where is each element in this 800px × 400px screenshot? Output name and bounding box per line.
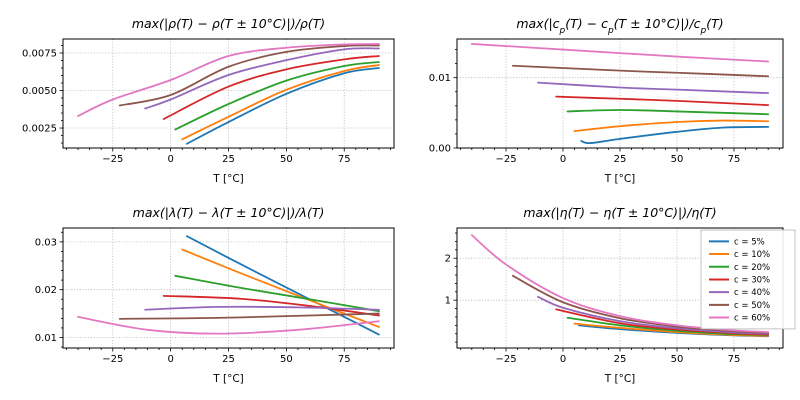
series-line-c60: [77, 316, 380, 335]
series-line-c60: [77, 43, 380, 117]
x-tick-label: 75: [338, 154, 351, 165]
series-line-c5: [185, 67, 380, 145]
legend-label: c = 10%: [734, 250, 770, 260]
subplot-title: max(|η(T) − η(T ± 10°C)|)/η(T): [523, 205, 716, 220]
series-line-c40: [144, 305, 380, 311]
legend-label: c = 60%: [734, 314, 770, 324]
legend-label: c = 40%: [734, 288, 770, 298]
legend-label: c = 50%: [734, 301, 770, 311]
subplot-title: max(|cp(T) − cp(T ± 10°C)|)/cp(T): [516, 16, 723, 36]
series-line-c50: [511, 64, 770, 78]
series-line-c5: [185, 235, 380, 336]
x-tick-label: 25: [222, 354, 235, 365]
x-tick-label: −25: [495, 154, 516, 165]
y-tick-label: 0.0050: [22, 86, 57, 97]
series-line-c30: [162, 294, 380, 317]
legend-label: c = 30%: [734, 275, 770, 285]
x-tick-label: 25: [614, 354, 627, 365]
subplot-rho: −25 0 25 50 75 0.0025 0.0050 0.0075 max(|ρ(T) − …: [22, 16, 395, 185]
x-tick-label: 75: [728, 354, 741, 365]
x-tick-label: 25: [222, 154, 235, 165]
x-tick-label: 75: [728, 154, 741, 165]
series-line-c60: [470, 234, 770, 333]
subplot-cp: −25 0 25 50 75 0.00 0.01 max(|cp(T) − cp(T ± 10…: [429, 16, 784, 185]
y-tick-label: 0.03: [35, 237, 57, 248]
y-tick-label: 0.0025: [22, 123, 57, 134]
x-tick-label: 0: [560, 154, 566, 165]
subplot-title: max(|λ(T) − λ(T ± 10°C)|)/λ(T): [133, 205, 325, 220]
series-line-c20: [566, 109, 770, 116]
x-tick-label: 75: [338, 354, 351, 365]
x-tick-label: −25: [102, 154, 123, 165]
x-tick-label: −25: [102, 354, 123, 365]
y-tick-label: 0.01: [429, 73, 451, 84]
series-line-c20: [174, 61, 380, 131]
x-tick-label: 50: [671, 154, 684, 165]
x-tick-label: 50: [280, 354, 293, 365]
legend-label: c = 5%: [734, 237, 765, 247]
x-tick-label: 25: [614, 154, 627, 165]
subplot-eta: −25 0 25 50 75 1 2 max(|η(T) − η(T ± 10°C)|)/η(…: [445, 205, 796, 385]
legend: c = 5% c = 10% c = 20% c = 30% c = 40% c = 50…: [700, 229, 796, 330]
x-axis-label: T [°C]: [212, 373, 244, 385]
x-axis-label: T [°C]: [604, 373, 636, 385]
subplot-lambda: −25 0 25 50 75 0.01 0.02 0.03 max(|λ(T) − λ(T ± …: [35, 205, 395, 385]
x-tick-label: 0: [167, 354, 173, 365]
series-line-c40: [537, 295, 770, 335]
series-line-c30: [162, 55, 380, 120]
subplot-title: max(|ρ(T) − ρ(T ± 10°C)|)/ρ(T): [132, 16, 325, 31]
series-line-c60: [470, 43, 770, 63]
y-tick-label: 0.0075: [22, 48, 57, 59]
plot-frame: [456, 38, 784, 149]
y-tick-label: 0.02: [35, 285, 57, 296]
x-axis-label: T [°C]: [212, 173, 244, 185]
x-axis-label: T [°C]: [604, 173, 636, 185]
series-line-c10: [573, 119, 770, 133]
x-tick-label: 0: [167, 154, 173, 165]
series-line-c20: [174, 274, 380, 313]
series-line-c50: [118, 312, 380, 320]
x-tick-label: 50: [671, 354, 684, 365]
x-tick-label: 0: [560, 354, 566, 365]
y-tick-label: 0.01: [35, 333, 57, 344]
series-line-c40: [537, 81, 770, 95]
series-line-c10: [181, 64, 380, 141]
series-line-c10: [181, 248, 380, 328]
plot-frame: [62, 38, 395, 149]
series-line-c30: [555, 95, 770, 106]
y-tick-label: 1: [445, 296, 451, 307]
y-tick-label: 0.00: [429, 143, 451, 154]
series-line-c50: [118, 44, 380, 107]
y-tick-label: 2: [445, 254, 451, 265]
x-tick-label: 50: [280, 154, 293, 165]
legend-label: c = 20%: [734, 263, 770, 273]
plot-frame: [62, 227, 395, 349]
series-line-c40: [144, 47, 380, 110]
series-line-c5: [580, 126, 770, 145]
x-tick-label: −25: [495, 354, 516, 365]
